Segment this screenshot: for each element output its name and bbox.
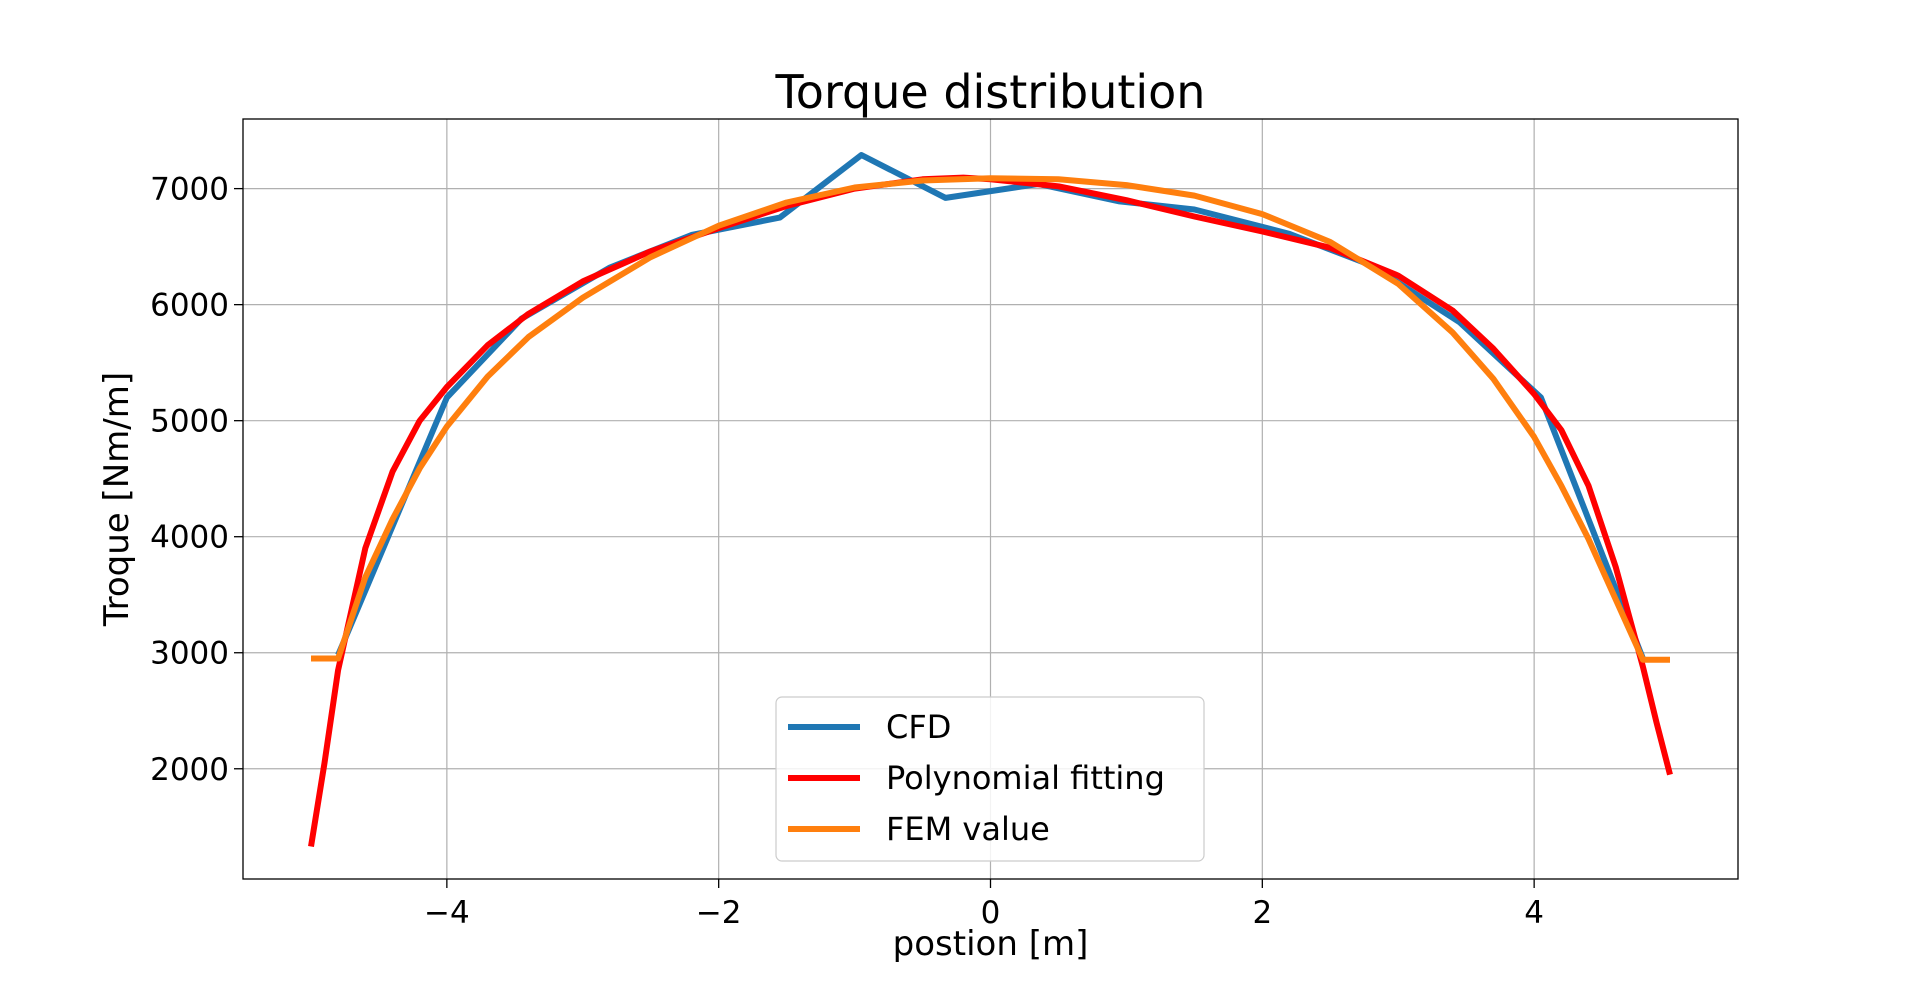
legend-label: CFD: [886, 708, 951, 746]
x-axis-label: postion [m]: [893, 924, 1089, 964]
x-tick-label: 4: [1524, 895, 1544, 931]
y-axis-label: Troque [Nm/m]: [97, 372, 137, 627]
series-layer: [308, 152, 1673, 847]
y-tick-label: 5000: [150, 404, 229, 440]
y-tick-label: 2000: [150, 752, 229, 788]
series-line-3: [311, 175, 1670, 663]
y-tick-label: 6000: [150, 288, 229, 324]
legend-label: Polynomial fitting: [886, 759, 1165, 797]
y-tick-label: 3000: [150, 636, 229, 672]
x-tick-label: −4: [424, 895, 470, 931]
legend: CFD Polynomial fitting FEM value: [775, 696, 1205, 862]
y-tick-label: 4000: [150, 520, 229, 556]
legend-label: FEM value: [886, 810, 1050, 848]
legend-box: [775, 696, 1205, 862]
x-tick-label: −2: [696, 895, 742, 931]
x-tick-label: 0: [981, 895, 1001, 931]
x-tick-label: 2: [1252, 895, 1272, 931]
chart-title: Torque distribution: [775, 65, 1206, 119]
y-tick-label: 7000: [150, 172, 229, 208]
tick-layer: −4 −2 0 2 4 2000 3000 4000 5000 6000 7000: [150, 172, 1544, 931]
